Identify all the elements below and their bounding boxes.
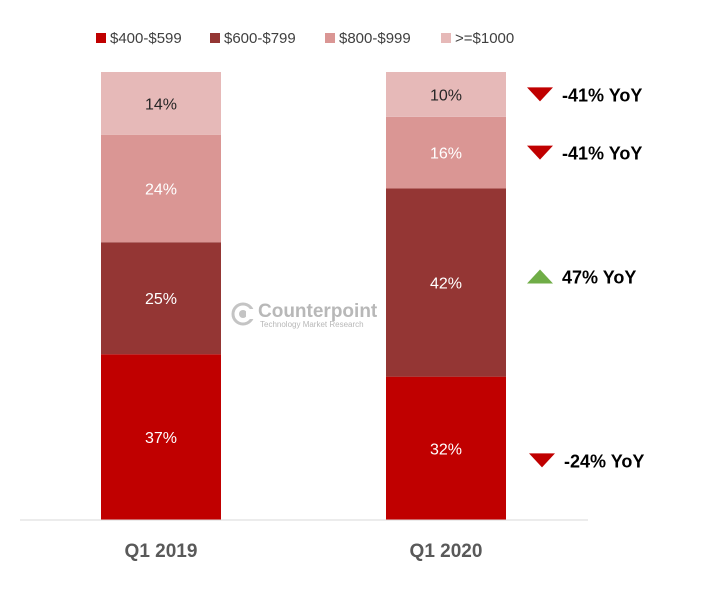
legend-swatch: [96, 33, 106, 43]
yoy-label: -24% YoY: [564, 451, 644, 471]
down-arrow-icon: [527, 145, 553, 160]
legend-label: >=$1000: [455, 30, 514, 47]
yoy-annotation-800-999: -41% YoY: [527, 144, 642, 164]
yoy-label: -41% YoY: [562, 144, 642, 164]
bar-segment-q1-2019-400-599: [101, 354, 221, 520]
legend-label: $800-$999: [339, 30, 411, 47]
down-arrow-icon: [527, 87, 553, 102]
data-label-q1-2019-400-599: 37%: [145, 430, 177, 447]
legend: $400-$599 $600-$799 $800-$999 >=$1000: [96, 30, 514, 47]
bar-segment-q1-2020-1000: [386, 72, 506, 117]
bar-stack-q1-2019: 37% 25% 24% 14%: [101, 72, 221, 520]
data-label-q1-2019-600-799: 25%: [145, 291, 177, 308]
legend-swatch: [441, 33, 451, 43]
bar-segment-q1-2020-600-799: [386, 188, 506, 377]
bar-segment-q1-2019-800-999: [101, 134, 221, 243]
watermark-name: Counterpoint: [258, 301, 378, 322]
legend-item-600-799: $600-$799: [210, 30, 296, 47]
up-arrow-icon: [527, 269, 553, 284]
down-arrow-icon: [529, 453, 555, 468]
category-labels: Q1 2019 Q1 2020: [125, 541, 483, 562]
category-label-q1-2020: Q1 2020: [410, 541, 483, 562]
data-label-q1-2020-400-599: 32%: [430, 441, 462, 458]
legend-label: $400-$599: [110, 30, 182, 47]
legend-swatch: [325, 33, 335, 43]
yoy-annotation-1000: -41% YoY: [527, 85, 642, 105]
data-label-q1-2019-800-999: 24%: [145, 181, 177, 198]
yoy-annotation-400-599: -24% YoY: [529, 451, 644, 471]
legend-item-800-999: $800-$999: [325, 30, 411, 47]
legend-label: $600-$799: [224, 30, 296, 47]
legend-item-400-599: $400-$599: [96, 30, 182, 47]
bar-segment-q1-2019-1000: [101, 72, 221, 135]
legend-swatch: [210, 33, 220, 43]
bar-segment-q1-2020-800-999: [386, 116, 506, 189]
watermark: Counterpoint Technology Market Research: [231, 301, 378, 329]
watermark-tagline: Technology Market Research: [260, 320, 364, 329]
yoy-label: 47% YoY: [562, 268, 636, 288]
bar-stack-q1-2020: 32% 42% 16% 10%: [386, 72, 506, 520]
data-label-q1-2019-1000: 14%: [145, 96, 177, 113]
yoy-annotations: -41% YoY -41% YoY 47% YoY -24% YoY: [527, 85, 644, 471]
counterpoint-logo-icon: [231, 302, 256, 326]
yoy-annotation-600-799: 47% YoY: [527, 268, 636, 288]
bar-segment-q1-2019-600-799: [101, 242, 221, 355]
bar-segment-q1-2020-400-599: [386, 376, 506, 520]
data-label-q1-2020-1000: 10%: [430, 87, 462, 104]
category-label-q1-2019: Q1 2019: [125, 541, 198, 562]
bars: 37% 25% 24% 14% 32% 42% 16% 10%: [101, 72, 506, 520]
yoy-label: -41% YoY: [562, 85, 642, 105]
legend-item-1000: >=$1000: [441, 30, 514, 47]
data-label-q1-2020-600-799: 42%: [430, 276, 462, 293]
data-label-q1-2020-800-999: 16%: [430, 146, 462, 163]
